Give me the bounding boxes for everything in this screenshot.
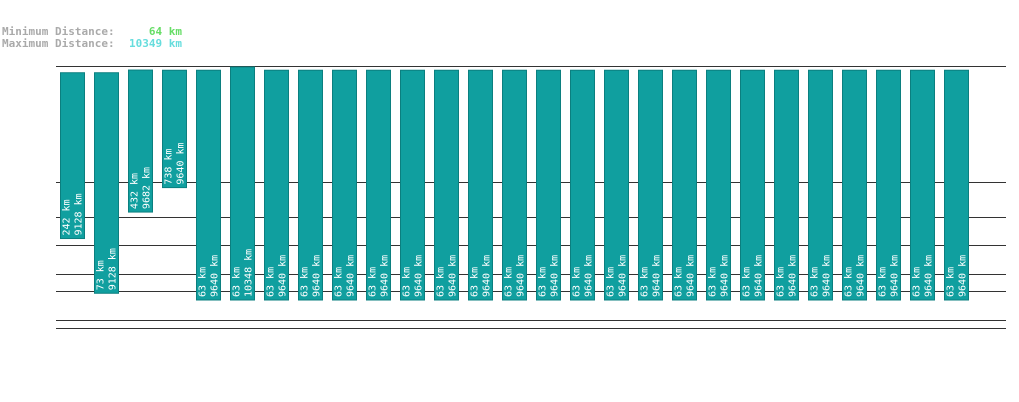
low-label: 242 km bbox=[62, 199, 73, 235]
high-label: 9640 km bbox=[380, 255, 391, 297]
high-label: 9640 km bbox=[890, 255, 901, 297]
low-label: 63 km bbox=[742, 267, 753, 297]
bar bbox=[400, 69, 425, 301]
bar bbox=[94, 72, 119, 294]
low-label: 73 km bbox=[96, 260, 107, 290]
high-label: 9640 km bbox=[482, 255, 493, 297]
min-label: Minimum Distance: bbox=[2, 25, 115, 38]
low-label: 63 km bbox=[844, 267, 855, 297]
low-label: 63 km bbox=[810, 267, 821, 297]
bar bbox=[536, 69, 561, 301]
high-label: 9640 km bbox=[278, 255, 289, 297]
high-label: 9640 km bbox=[822, 255, 833, 297]
bar bbox=[944, 69, 969, 301]
low-label: 63 km bbox=[504, 267, 515, 297]
low-label: 63 km bbox=[674, 267, 685, 297]
high-label: 9128 km bbox=[74, 193, 85, 235]
bar bbox=[264, 69, 289, 301]
bar bbox=[332, 69, 357, 301]
low-label: 63 km bbox=[266, 267, 277, 297]
bar bbox=[468, 69, 493, 301]
low-label: 63 km bbox=[232, 267, 243, 297]
low-label: 63 km bbox=[436, 267, 447, 297]
high-label: 10348 km bbox=[244, 249, 255, 297]
bar bbox=[910, 69, 935, 301]
bar bbox=[808, 69, 833, 301]
bar bbox=[672, 69, 697, 301]
high-label: 9640 km bbox=[312, 255, 323, 297]
low-label: 63 km bbox=[776, 267, 787, 297]
high-label: 9640 km bbox=[788, 255, 799, 297]
low-label: 63 km bbox=[878, 267, 889, 297]
high-label: 9640 km bbox=[516, 255, 527, 297]
low-label: 63 km bbox=[198, 267, 209, 297]
bar bbox=[502, 69, 527, 301]
bar bbox=[876, 69, 901, 301]
bar bbox=[604, 69, 629, 301]
low-label: 63 km bbox=[538, 267, 549, 297]
high-label: 9640 km bbox=[958, 255, 969, 297]
low-label: 63 km bbox=[606, 267, 617, 297]
bar bbox=[706, 69, 731, 301]
high-label: 9640 km bbox=[686, 255, 697, 297]
bar bbox=[196, 69, 221, 301]
low-label: 63 km bbox=[368, 267, 379, 297]
low-label: 432 km bbox=[130, 173, 141, 209]
high-label: 9640 km bbox=[176, 142, 187, 184]
high-label: 9128 km bbox=[108, 248, 119, 290]
bar bbox=[366, 69, 391, 301]
bar bbox=[740, 69, 765, 301]
high-label: 9640 km bbox=[652, 255, 663, 297]
bar bbox=[638, 69, 663, 301]
high-label: 9640 km bbox=[346, 255, 357, 297]
low-label: 63 km bbox=[708, 267, 719, 297]
low-label: 63 km bbox=[640, 267, 651, 297]
high-label: 9640 km bbox=[414, 255, 425, 297]
high-label: 9640 km bbox=[924, 255, 935, 297]
high-label: 9640 km bbox=[210, 255, 221, 297]
bar bbox=[842, 69, 867, 301]
bar bbox=[774, 69, 799, 301]
min-value: 64 km bbox=[149, 25, 182, 38]
low-label: 63 km bbox=[912, 267, 923, 297]
max-value: 10349 km bbox=[129, 37, 182, 50]
low-label: 738 km bbox=[164, 148, 175, 184]
high-label: 9640 km bbox=[720, 255, 731, 297]
bar bbox=[230, 66, 255, 301]
low-label: 63 km bbox=[402, 267, 413, 297]
low-label: 63 km bbox=[300, 267, 311, 297]
high-label: 9682 km bbox=[142, 167, 153, 209]
bar bbox=[298, 69, 323, 301]
high-label: 9640 km bbox=[856, 255, 867, 297]
bar bbox=[570, 69, 595, 301]
bar bbox=[434, 69, 459, 301]
high-label: 9640 km bbox=[754, 255, 765, 297]
high-label: 9640 km bbox=[448, 255, 459, 297]
bar bbox=[162, 69, 187, 189]
high-label: 9640 km bbox=[550, 255, 561, 297]
low-label: 63 km bbox=[334, 267, 345, 297]
max-label: Maximum Distance: bbox=[2, 37, 115, 50]
low-label: 63 km bbox=[470, 267, 481, 297]
low-label: 63 km bbox=[946, 267, 957, 297]
low-label: 63 km bbox=[572, 267, 583, 297]
high-label: 9640 km bbox=[618, 255, 629, 297]
high-label: 9640 km bbox=[584, 255, 595, 297]
bar bbox=[60, 72, 85, 240]
bar bbox=[128, 69, 153, 213]
